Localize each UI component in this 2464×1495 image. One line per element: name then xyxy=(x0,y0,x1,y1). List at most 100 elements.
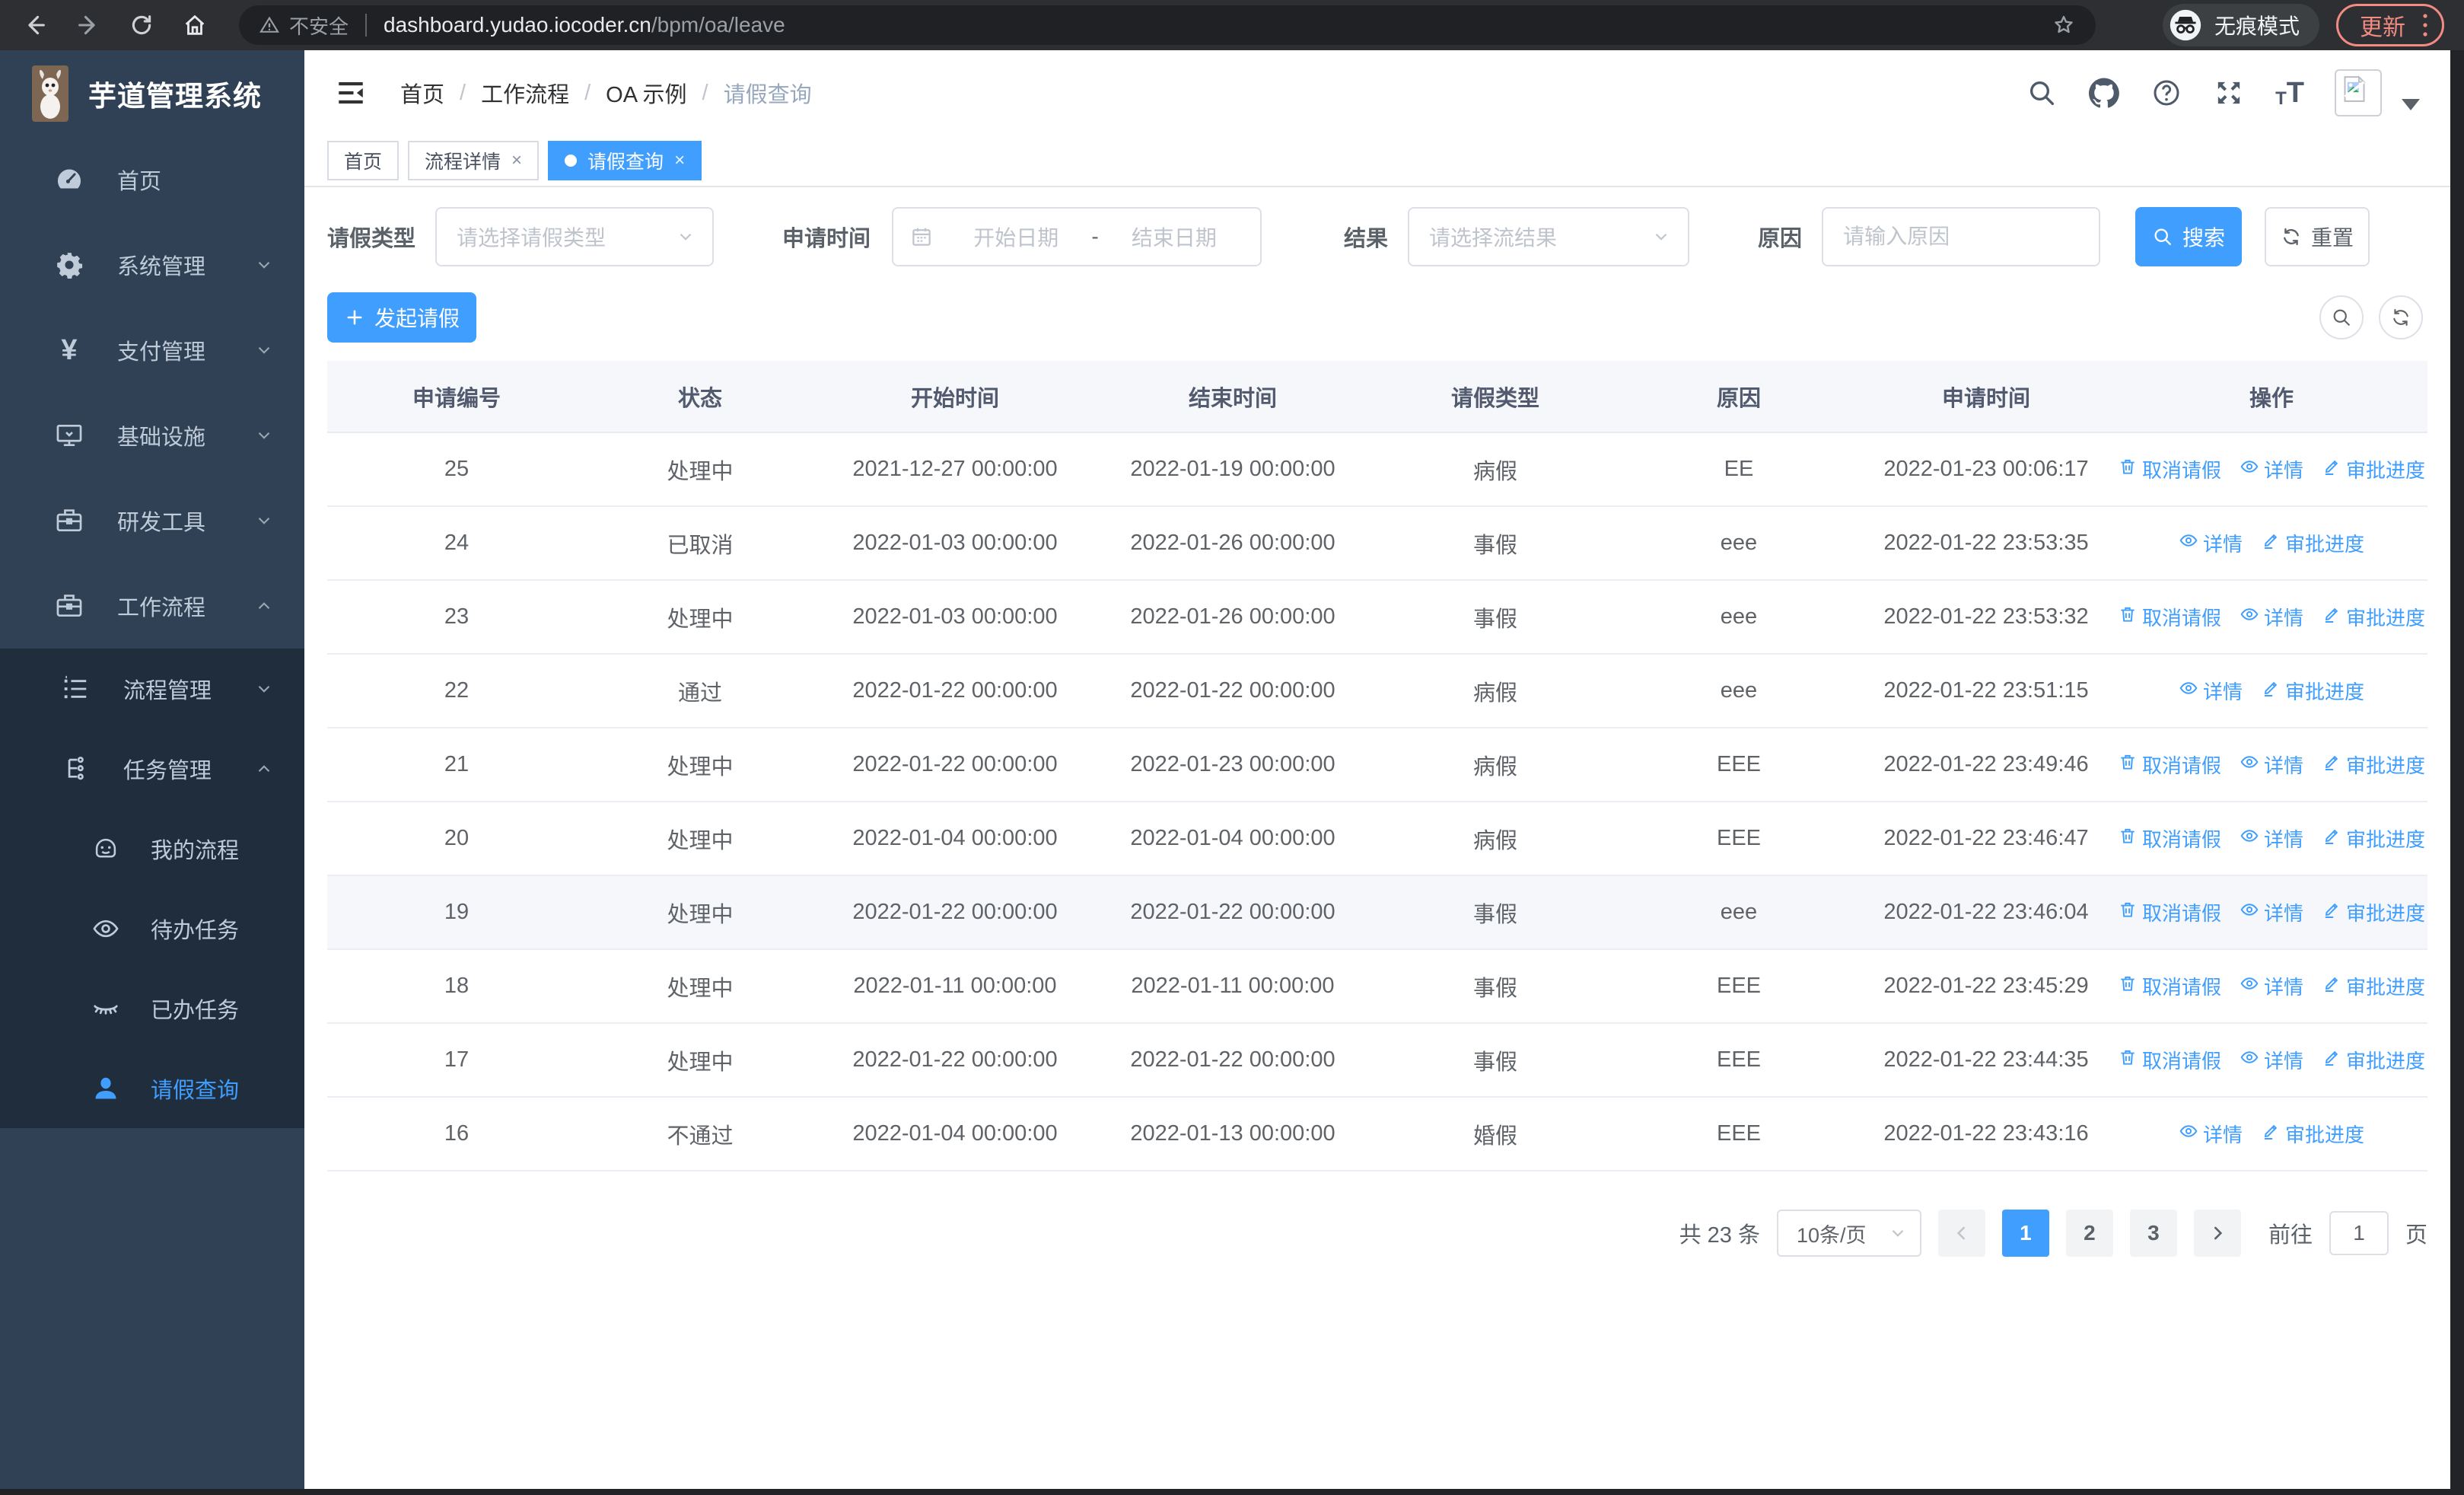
collapse-sidebar-icon[interactable] xyxy=(335,77,367,109)
sidebar-item-待办任务[interactable]: 待办任务 xyxy=(0,888,304,968)
result-select[interactable]: 请选择流结果 xyxy=(1408,207,1690,266)
create-leave-button[interactable]: 发起请假 xyxy=(327,292,476,343)
page-size-select[interactable]: 10条/页 xyxy=(1776,1210,1921,1257)
sidebar-item-我的流程[interactable]: 我的流程 xyxy=(0,808,304,888)
detail-action-link[interactable]: 详情 xyxy=(2240,455,2303,483)
progress-action-link[interactable]: 审批进度 xyxy=(2322,455,2425,483)
page-button-2[interactable]: 2 xyxy=(2065,1210,2113,1257)
browser-reload-icon[interactable] xyxy=(126,10,157,40)
github-icon[interactable] xyxy=(2088,77,2120,109)
browser-menu-icon[interactable] xyxy=(2421,12,2430,38)
sidebar-item-已办任务[interactable]: 已办任务 xyxy=(0,968,304,1048)
help-icon[interactable] xyxy=(2150,77,2182,109)
cancel-action-link[interactable]: 取消请假 xyxy=(2118,751,2221,779)
detail-action-link[interactable]: 详情 xyxy=(2240,824,2303,853)
sidebar-item-请假查询[interactable]: 请假查询 xyxy=(0,1048,304,1128)
breadcrumb-item[interactable]: 首页 xyxy=(400,83,445,107)
refresh-table-button[interactable] xyxy=(2379,295,2423,339)
detail-action-link[interactable]: 详情 xyxy=(2179,1120,2243,1148)
browser-forward-icon[interactable] xyxy=(73,10,103,40)
cancel-action-link[interactable]: 取消请假 xyxy=(2118,455,2221,483)
next-page-button[interactable] xyxy=(2193,1210,2241,1257)
total-count: 共 23 条 xyxy=(1679,1223,1760,1248)
cancel-action-link[interactable]: 取消请假 xyxy=(2118,972,2221,1000)
sidebar-item-首页[interactable]: 首页 xyxy=(0,137,304,222)
cell-end: 2022-01-22 00:00:00 xyxy=(1130,900,1335,924)
fullscreen-icon[interactable] xyxy=(2213,77,2245,109)
cancel-action-link[interactable]: 取消请假 xyxy=(2118,603,2221,631)
security-label[interactable]: 不安全 xyxy=(289,14,349,38)
browser-update-button[interactable]: 更新 xyxy=(2336,4,2444,46)
cell-apply_time: 2022-01-22 23:49:46 xyxy=(1883,752,2089,776)
progress-action-link[interactable]: 审批进度 xyxy=(2322,824,2425,853)
sidebar-item-研发工具[interactable]: 研发工具 xyxy=(0,478,304,563)
detail-action-link[interactable]: 详情 xyxy=(2240,898,2303,926)
sidebar-menu: 首页 系统管理 ¥ 支付管理 基础设施 研发工具 工作流程 xyxy=(0,137,304,649)
progress-action-link[interactable]: 审批进度 xyxy=(2322,751,2425,779)
sidebar-item-系统管理[interactable]: 系统管理 xyxy=(0,222,304,308)
cancel-action-link[interactable]: 取消请假 xyxy=(2118,824,2221,853)
detail-action-link[interactable]: 详情 xyxy=(2179,529,2243,557)
page-button-3[interactable]: 3 xyxy=(2129,1210,2177,1257)
chevron-down-icon xyxy=(254,511,274,531)
app-logo[interactable]: 芋道管理系统 xyxy=(0,50,304,137)
avatar[interactable] xyxy=(2335,69,2382,116)
detail-action-link[interactable]: 详情 xyxy=(2240,972,2303,1000)
page-button-1[interactable]: 1 xyxy=(2001,1210,2049,1257)
detail-action-link[interactable]: 详情 xyxy=(2240,751,2303,779)
tab-流程详情[interactable]: 流程详情 × xyxy=(408,141,540,180)
cell-id: 23 xyxy=(444,604,470,629)
cell-type: 事假 xyxy=(1472,607,1517,632)
close-tab-icon[interactable]: × xyxy=(511,150,523,171)
apply-time-range-picker[interactable]: 开始日期 - 结束日期 xyxy=(892,207,1262,266)
close-tab-icon[interactable]: × xyxy=(674,150,686,171)
sidebar-item-基础设施[interactable]: 基础设施 xyxy=(0,393,304,478)
breadcrumb-separator: / xyxy=(460,80,466,105)
progress-action-link[interactable]: 审批进度 xyxy=(2261,1120,2364,1148)
progress-action-link[interactable]: 审批进度 xyxy=(2322,1046,2425,1074)
tab-请假查询[interactable]: 请假查询 × xyxy=(548,141,702,180)
edit-icon xyxy=(2261,531,2281,556)
search-icon[interactable] xyxy=(2026,77,2058,109)
avatar-caret-icon[interactable] xyxy=(2402,98,2420,110)
bookmark-star-icon[interactable] xyxy=(2052,13,2076,37)
search-button[interactable]: 搜索 xyxy=(2135,207,2243,266)
reason-input-wrap xyxy=(1822,207,2101,266)
progress-action-link[interactable]: 审批进度 xyxy=(2322,972,2425,1000)
breadcrumb-item[interactable]: OA 示例 xyxy=(606,83,687,107)
progress-action-link[interactable]: 审批进度 xyxy=(2261,529,2364,557)
cell-reason: eee xyxy=(1720,900,1758,924)
cancel-action-link[interactable]: 取消请假 xyxy=(2118,898,2221,926)
detail-action-link[interactable]: 详情 xyxy=(2240,1046,2303,1074)
progress-action-link[interactable]: 审批进度 xyxy=(2322,898,2425,926)
progress-action-link[interactable]: 审批进度 xyxy=(2261,677,2364,705)
cell-id: 18 xyxy=(444,974,470,998)
tab-首页[interactable]: 首页 xyxy=(327,141,400,180)
table-row: 16 不通过 2022-01-04 00:00:00 2022-01-13 00:00… xyxy=(327,1098,2427,1171)
reset-button[interactable]: 重置 xyxy=(2265,207,2370,266)
leave-type-select[interactable]: 请选择请假类型 xyxy=(435,207,715,266)
action-label: 详情 xyxy=(2263,1050,2303,1073)
cell-status: 处理中 xyxy=(667,1050,734,1075)
cancel-action-link[interactable]: 取消请假 xyxy=(2118,1046,2221,1074)
app-title: 芋道管理系统 xyxy=(88,81,262,112)
prev-page-button[interactable] xyxy=(1937,1210,1985,1257)
breadcrumb-item[interactable]: 工作流程 xyxy=(481,83,570,107)
progress-action-link[interactable]: 审批进度 xyxy=(2322,603,2425,631)
goto-page-input[interactable] xyxy=(2329,1211,2389,1255)
detail-action-link[interactable]: 详情 xyxy=(2179,677,2243,705)
sidebar-item-工作流程[interactable]: 工作流程 xyxy=(0,563,304,649)
show-search-toggle-button[interactable] xyxy=(2319,295,2364,339)
table-row: 21 处理中 2022-01-22 00:00:00 2022-01-23 00:00… xyxy=(327,728,2427,802)
sidebar-item-支付管理[interactable]: ¥ 支付管理 xyxy=(0,308,304,393)
reason-input[interactable] xyxy=(1843,225,2080,249)
browser-home-icon[interactable] xyxy=(180,10,210,40)
address-bar[interactable]: 不安全 dashboard.yudao.iocoder.cn /bpm/oa/l… xyxy=(239,5,2096,45)
browser-back-icon[interactable] xyxy=(20,10,50,40)
sidebar-item-流程管理[interactable]: 流程管理 xyxy=(0,649,304,728)
action-label: 详情 xyxy=(2263,607,2303,630)
sidebar-item-任务管理[interactable]: 任务管理 xyxy=(0,728,304,808)
date-separator: - xyxy=(1091,225,1099,248)
detail-action-link[interactable]: 详情 xyxy=(2240,603,2303,631)
